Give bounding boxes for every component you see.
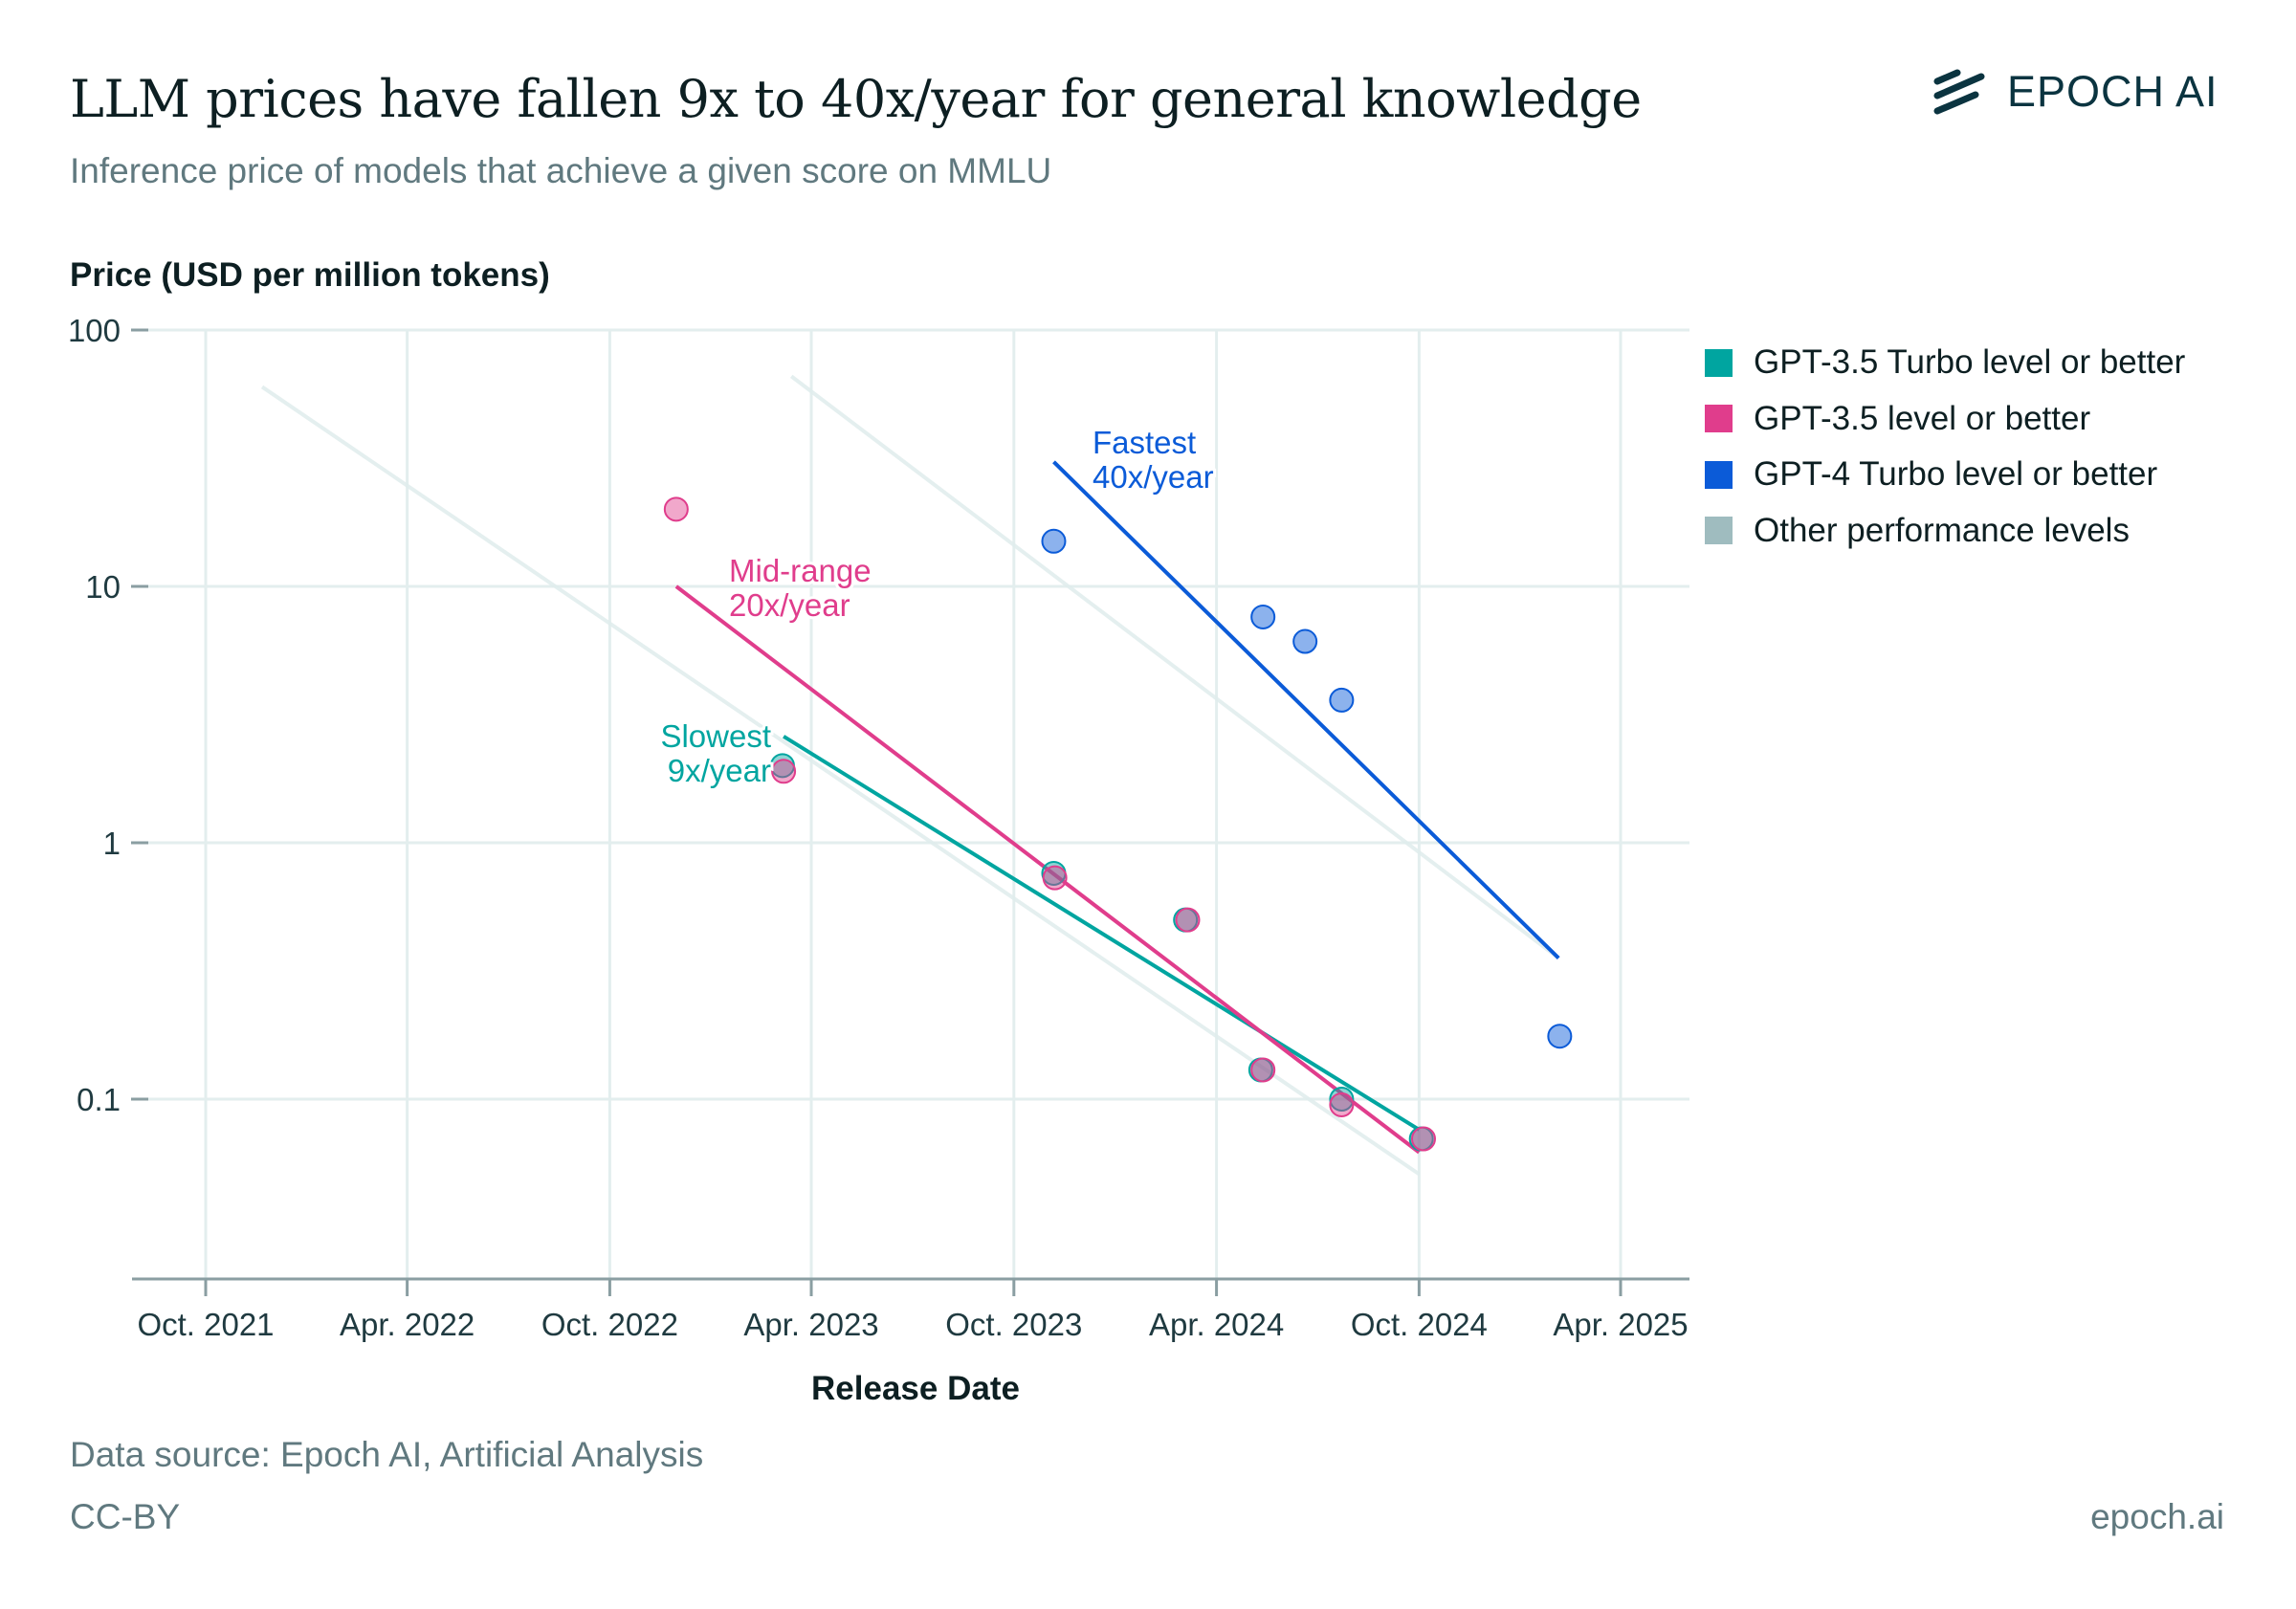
- data-point[interactable]: [1250, 1057, 1276, 1083]
- y-tick-label: 10: [85, 569, 121, 605]
- x-tick-label: Apr. 2023: [743, 1307, 878, 1342]
- other-trend-2-line: [789, 374, 1560, 960]
- x-tick-label: Oct. 2022: [541, 1307, 678, 1342]
- legend-item[interactable]: GPT-4 Turbo level or better: [1705, 447, 2185, 503]
- data-source: Data source: Epoch AI, Artificial Analys…: [70, 1435, 704, 1474]
- data-point[interactable]: [1329, 687, 1355, 713]
- data-point[interactable]: [1547, 1024, 1573, 1049]
- legend-label: GPT-4 Turbo level or better: [1754, 455, 2158, 494]
- data-point[interactable]: [663, 496, 689, 522]
- other-trend-1-line: [260, 385, 1421, 1177]
- fastest-label-line-2: 40x/year: [1093, 459, 1214, 495]
- mid-range-label-line-1: Mid-range: [729, 553, 872, 588]
- epoch-ai-logo[interactable]: EPOCH AI: [1932, 67, 2219, 117]
- data-point[interactable]: [1250, 604, 1276, 629]
- y-tick-label: 0.1: [77, 1082, 121, 1117]
- y-axis-title: Price (USD per million tokens): [70, 256, 550, 294]
- legend-label: GPT-3.5 Turbo level or better: [1754, 343, 2186, 382]
- grid: [148, 328, 1689, 1279]
- slowest-trend-line: [783, 735, 1421, 1132]
- chart-subtitle: Inference price of models that achieve a…: [70, 151, 1052, 190]
- legend-label: Other performance levels: [1754, 511, 2130, 549]
- x-tick-label: Apr. 2024: [1149, 1307, 1284, 1342]
- legend-item[interactable]: GPT-3.5 level or better: [1705, 391, 2185, 448]
- legend-swatch: [1705, 348, 1733, 377]
- data-point[interactable]: [1042, 865, 1068, 891]
- legend-item[interactable]: GPT-3.5 Turbo level or better: [1705, 335, 2185, 391]
- legend: GPT-3.5 Turbo level or better GPT-3.5 lev…: [1705, 335, 2185, 559]
- fastest-trend-line: [1052, 460, 1560, 959]
- chart-title: LLM prices have fallen 9x to 40x/year fo…: [70, 69, 1642, 129]
- data-point[interactable]: [1329, 1087, 1355, 1112]
- site-link[interactable]: epoch.ai: [2090, 1497, 2224, 1536]
- slowest-label-line-1: Slowest: [660, 718, 771, 754]
- y-tick-label: 100: [68, 313, 121, 348]
- x-axis-title: Release Date: [811, 1370, 1020, 1407]
- data-point[interactable]: [1175, 907, 1201, 933]
- legend-label: GPT-3.5 level or better: [1754, 399, 2091, 437]
- logo-text: EPOCH AI: [2007, 67, 2219, 116]
- slowest-label-line-2: 9x/year: [668, 753, 771, 788]
- data-points: [663, 496, 1573, 1152]
- mid-range-label-line-2: 20x/year: [729, 587, 850, 623]
- x-tick-label: Oct. 2023: [945, 1307, 1082, 1342]
- axes: 100 10 1 0.1 Oct. 2021 Apr. 2022 Oct. 2022 Apr.…: [68, 313, 1689, 1342]
- data-point[interactable]: [1041, 528, 1067, 554]
- legend-swatch: [1705, 405, 1733, 433]
- epoch-logo-icon: [1933, 69, 1985, 115]
- legend-swatch: [1705, 517, 1733, 545]
- x-tick-label: Apr. 2025: [1553, 1307, 1688, 1342]
- legend-swatch: [1705, 460, 1733, 489]
- x-tick-label: Apr. 2022: [340, 1307, 475, 1342]
- license: CC-BY: [70, 1497, 181, 1536]
- data-point[interactable]: [1292, 628, 1318, 654]
- x-tick-label: Oct. 2024: [1351, 1307, 1488, 1342]
- fastest-label-line-1: Fastest: [1093, 425, 1196, 460]
- data-point[interactable]: [1329, 1091, 1355, 1117]
- trend-lines: [260, 374, 1560, 1177]
- legend-item[interactable]: Other performance levels: [1705, 503, 2185, 560]
- data-point[interactable]: [1411, 1126, 1437, 1152]
- y-tick-label: 1: [103, 826, 121, 861]
- data-point[interactable]: [771, 759, 797, 784]
- x-tick-label: Oct. 2021: [137, 1307, 274, 1342]
